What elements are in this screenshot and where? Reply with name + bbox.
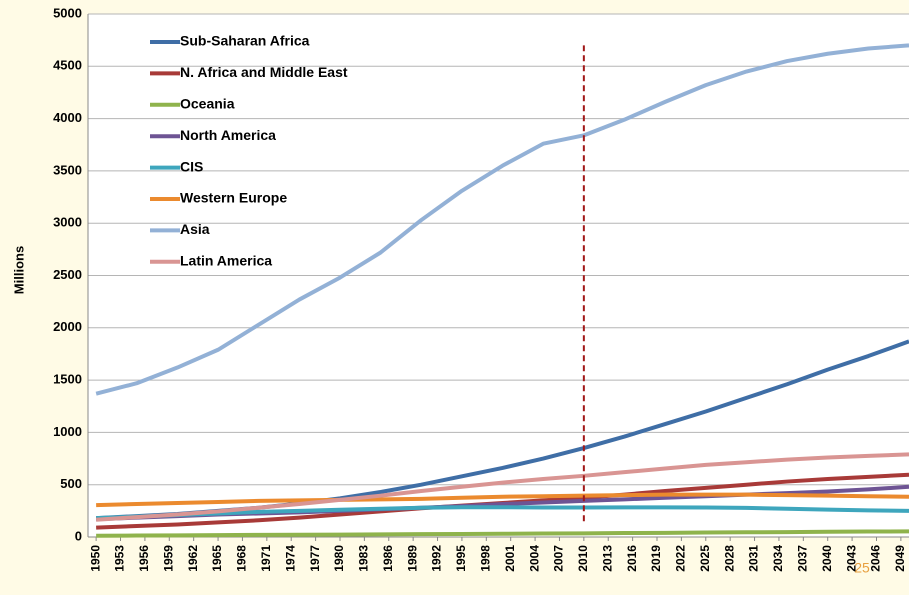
y-tick-label: 4500 bbox=[53, 58, 82, 73]
x-tick-label: 1995 bbox=[454, 545, 468, 572]
x-tick-label: 1959 bbox=[161, 545, 175, 572]
y-tick-label: 1000 bbox=[53, 424, 82, 439]
x-tick-label: 2016 bbox=[625, 545, 639, 572]
legend-label: Sub-Saharan Africa bbox=[180, 33, 310, 49]
page-number: 25 bbox=[854, 560, 870, 576]
x-tick-label: 1998 bbox=[478, 545, 492, 572]
y-tick-label: 3500 bbox=[53, 162, 82, 177]
x-tick-label: 1974 bbox=[283, 545, 297, 572]
x-tick-label: 2049 bbox=[893, 545, 907, 572]
legend-label: CIS bbox=[180, 158, 203, 174]
legend-label: Asia bbox=[180, 221, 210, 237]
legend-label: North America bbox=[180, 127, 276, 143]
y-axis-label: Millions bbox=[11, 246, 26, 294]
x-tick-label: 2007 bbox=[552, 545, 566, 572]
x-tick-label: 1956 bbox=[137, 545, 151, 572]
x-tick-label: 1971 bbox=[259, 545, 273, 572]
x-tick-label: 1980 bbox=[332, 545, 346, 572]
x-tick-label: 2013 bbox=[600, 545, 614, 572]
x-tick-label: 2028 bbox=[722, 545, 736, 572]
legend-label: Latin America bbox=[180, 253, 272, 269]
series-line bbox=[96, 505, 909, 521]
series-line bbox=[96, 492, 909, 508]
x-tick-label: 1965 bbox=[210, 545, 224, 572]
x-tick-label: 2043 bbox=[844, 545, 858, 572]
x-tick-label: 2010 bbox=[576, 545, 590, 572]
x-tick-label: 2025 bbox=[698, 545, 712, 572]
y-tick-label: 4000 bbox=[53, 110, 82, 125]
x-tick-label: 2037 bbox=[795, 545, 809, 572]
legend-label: Oceania bbox=[180, 96, 235, 112]
x-tick-label: 1992 bbox=[430, 545, 444, 572]
x-tick-label: 2019 bbox=[649, 545, 663, 572]
legend-label: Western Europe bbox=[180, 190, 287, 206]
y-tick-label: 1500 bbox=[53, 372, 82, 387]
y-tick-label: 2500 bbox=[53, 267, 82, 282]
legend-label: N. Africa and Middle East bbox=[180, 64, 348, 80]
y-tick-label: 3000 bbox=[53, 215, 82, 230]
x-tick-label: 1983 bbox=[357, 545, 371, 572]
x-tick-label: 2022 bbox=[674, 545, 688, 572]
x-tick-label: 1968 bbox=[235, 545, 249, 572]
series-line bbox=[96, 529, 909, 538]
series-line bbox=[95, 43, 909, 396]
y-tick-label: 2000 bbox=[53, 319, 82, 334]
x-tick-label: 2046 bbox=[869, 545, 883, 572]
x-tick-label: 1986 bbox=[381, 545, 395, 572]
x-tick-label: 1962 bbox=[186, 545, 200, 572]
x-tick-label: 2031 bbox=[747, 545, 761, 572]
series-line bbox=[96, 452, 909, 522]
x-tick-label: 2034 bbox=[771, 545, 785, 572]
y-tick-label: 5000 bbox=[53, 5, 82, 20]
x-tick-label: 1989 bbox=[405, 545, 419, 572]
x-tick-label: 2001 bbox=[503, 545, 517, 572]
x-tick-label: 2040 bbox=[820, 545, 834, 572]
x-tick-label: 1977 bbox=[308, 545, 322, 572]
x-tick-label: 2004 bbox=[527, 545, 541, 572]
y-tick-label: 500 bbox=[60, 476, 82, 491]
y-tick-label: 0 bbox=[75, 528, 82, 543]
x-tick-label: 1953 bbox=[113, 545, 127, 572]
x-tick-label: 1950 bbox=[88, 545, 102, 572]
